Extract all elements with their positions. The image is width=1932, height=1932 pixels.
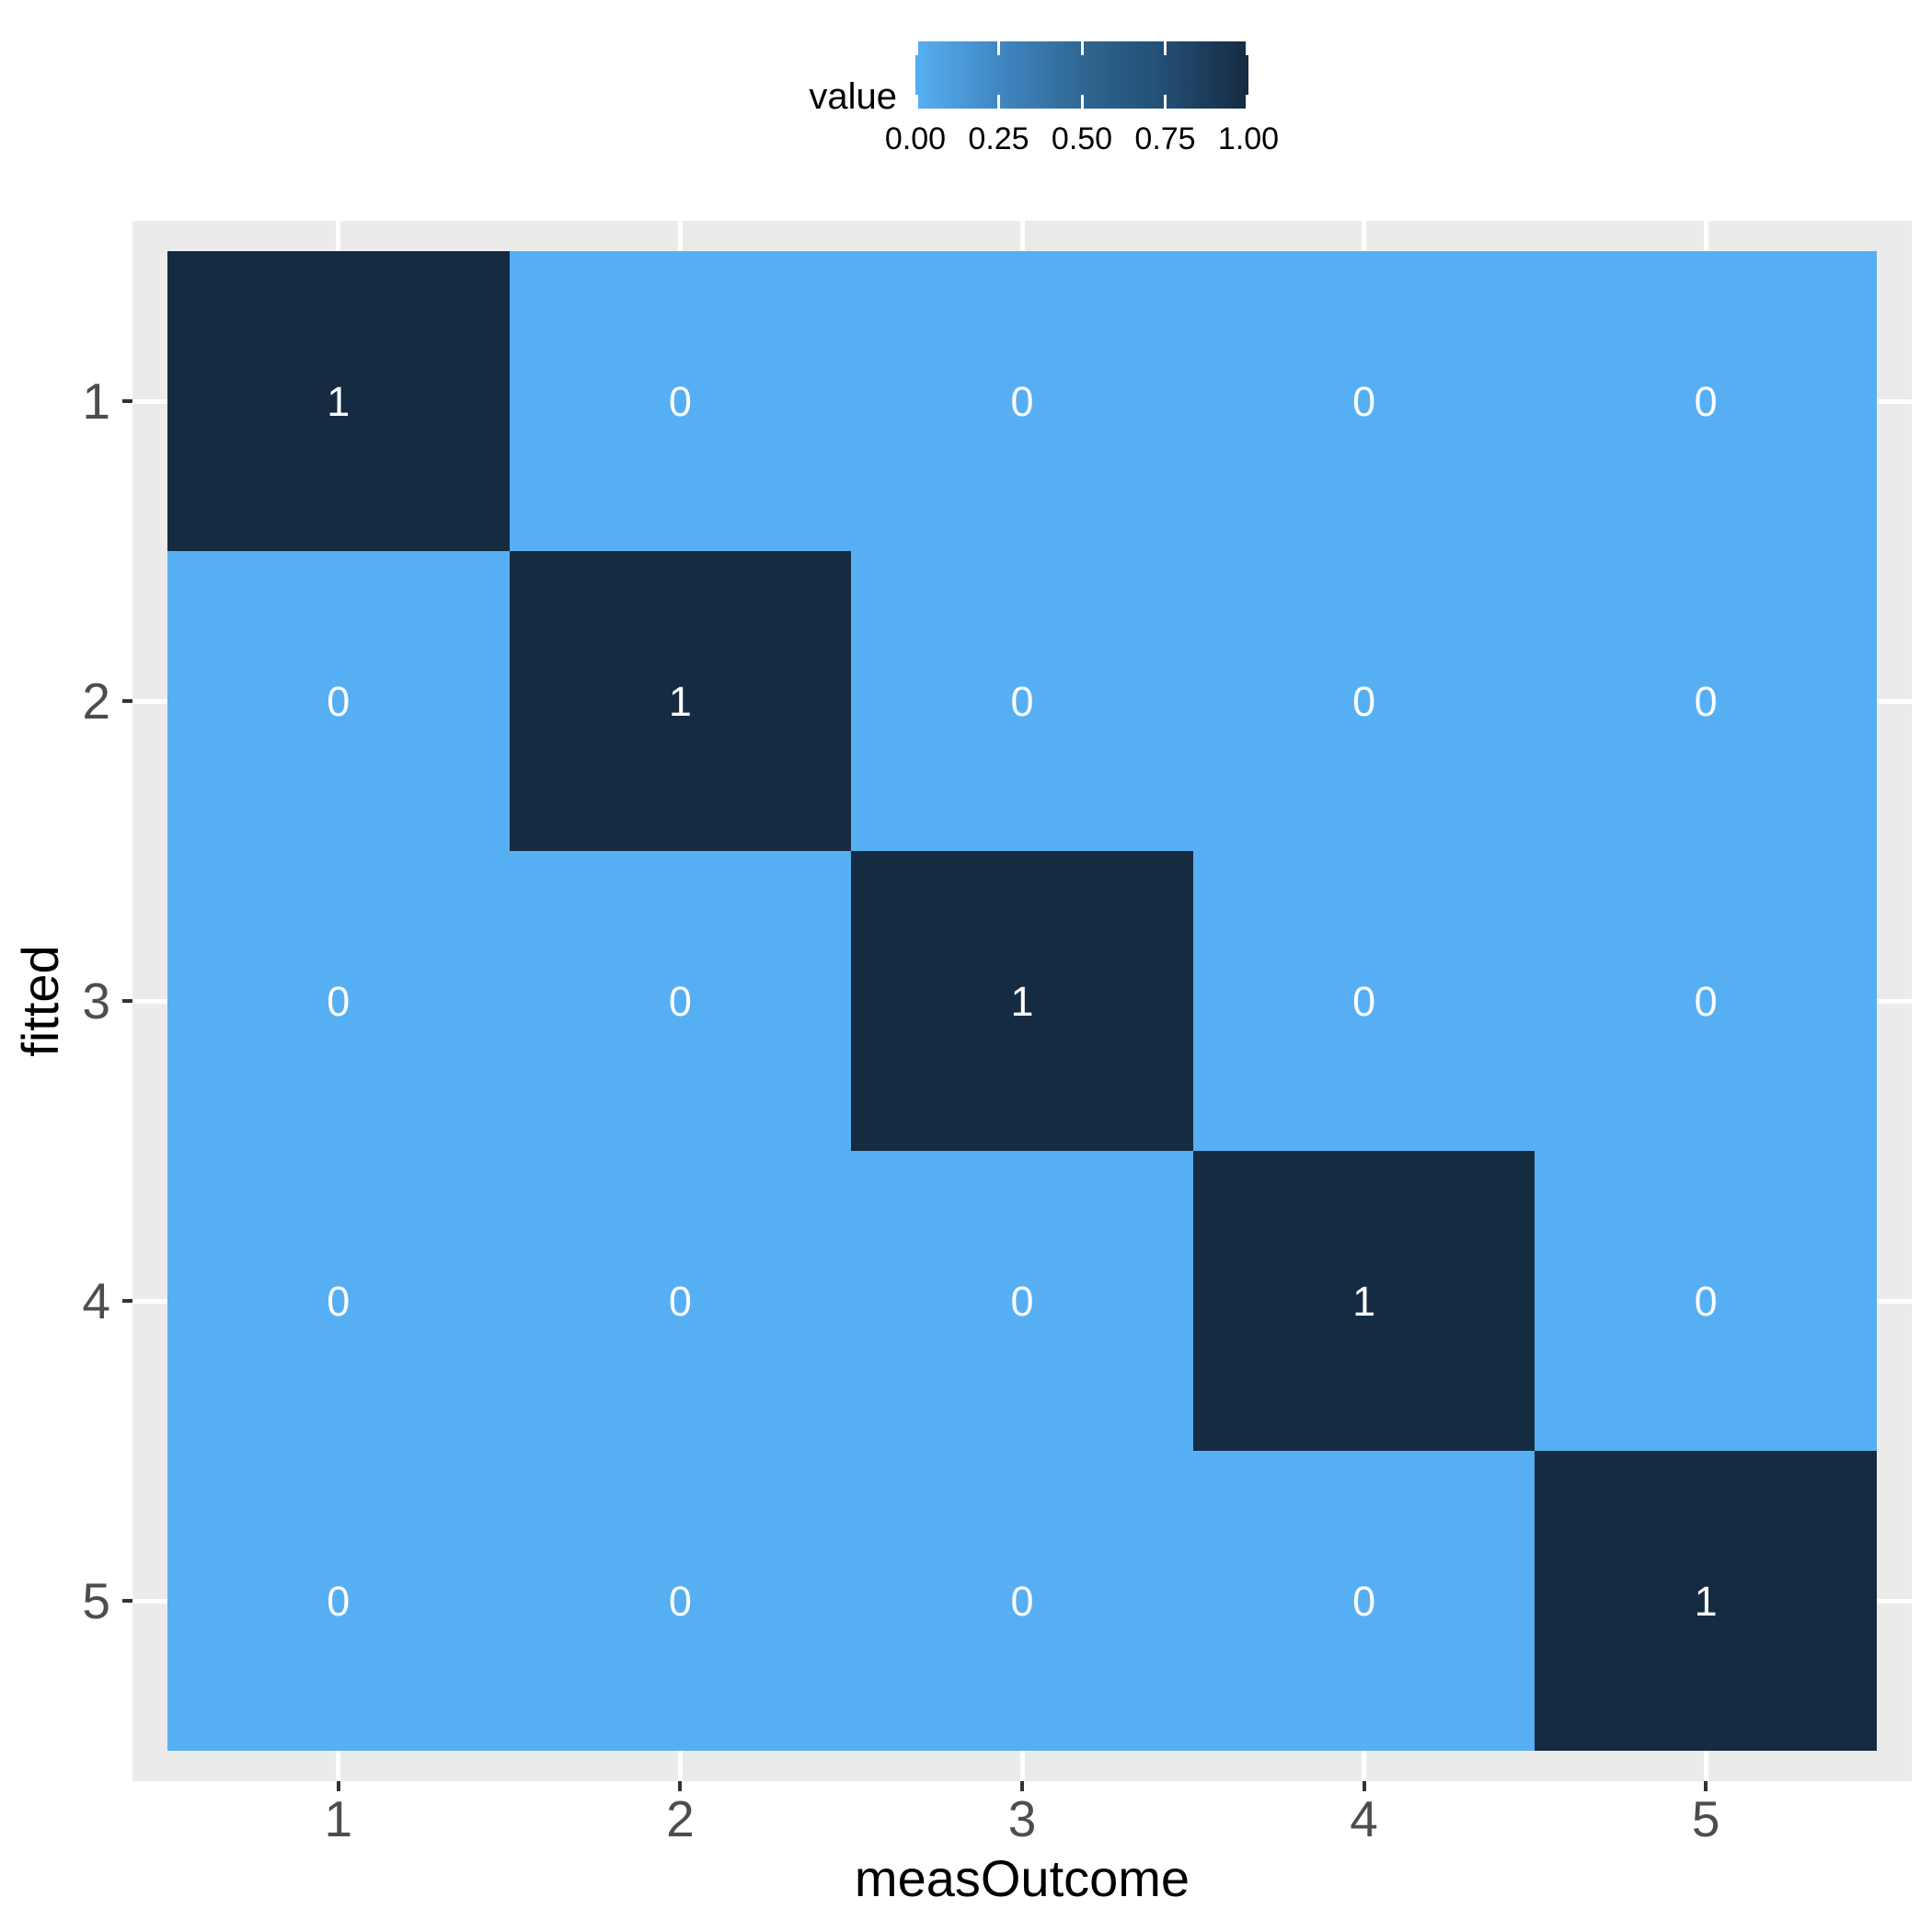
heatmap-cell-r5-c1: 0 [167, 1451, 510, 1751]
heatmap-cell-r3-c3: 1 [851, 851, 1193, 1151]
cell-value-label: 0 [1010, 1277, 1034, 1325]
cell-value-label: 0 [1694, 677, 1718, 725]
heatmap-cell-r4-c1: 0 [167, 1151, 510, 1451]
cell-value-label: 0 [1694, 1277, 1718, 1325]
heatmap-cell-r3-c2: 0 [509, 851, 852, 1151]
cell-value-label: 1 [327, 377, 351, 425]
y-tick-mark [122, 399, 132, 403]
plot-panel: 1 0 0 0 0 0 1 0 0 0 0 0 1 0 0 0 0 0 1 0 0 0 0 0 1 [132, 221, 1912, 1781]
cell-value-label: 0 [1010, 677, 1034, 725]
legend-colorbar-tick [915, 41, 918, 55]
legend-colorbar-tick [915, 95, 918, 109]
heatmap-cell-r4-c4: 1 [1192, 1151, 1535, 1451]
heatmap-cell-r5-c4: 0 [1192, 1451, 1535, 1751]
heatmap-cell-r2-c4: 0 [1192, 551, 1535, 851]
cell-value-label: 1 [1694, 1577, 1718, 1625]
cell-value-label: 0 [668, 1277, 692, 1325]
x-tick-mark [1020, 1781, 1024, 1791]
x-axis-title: measOutcome [854, 1849, 1190, 1907]
x-tick-label: 2 [666, 1790, 695, 1847]
legend-colorbar-tick [1164, 41, 1167, 55]
heatmap-cell-r5-c2: 0 [509, 1451, 852, 1751]
y-tick-mark [122, 1299, 132, 1303]
cell-value-label: 0 [668, 977, 692, 1025]
legend-tick-label: 1.00 [1217, 121, 1280, 156]
legend-tick-label: 0.00 [884, 121, 947, 156]
heatmap-cell-r5-c5: 1 [1535, 1451, 1877, 1751]
legend-colorbar-tick [1246, 95, 1248, 109]
x-tick-label: 5 [1691, 1790, 1720, 1847]
y-tick-label: 2 [82, 673, 110, 730]
heatmap-cell-r4-c5: 0 [1535, 1151, 1877, 1451]
cell-value-label: 0 [1352, 1577, 1376, 1625]
heatmap-cell-r2-c5: 0 [1535, 551, 1877, 851]
heatmap-cell-r1-c3: 0 [851, 251, 1193, 551]
cell-value-label: 1 [1010, 977, 1034, 1025]
x-tick-mark [1704, 1781, 1708, 1791]
legend-colorbar-tick [1246, 41, 1248, 55]
x-tick-label: 4 [1350, 1790, 1378, 1847]
cell-value-label: 0 [1352, 677, 1376, 725]
y-tick-label: 4 [82, 1272, 110, 1329]
heatmap-cell-r1-c2: 0 [509, 251, 852, 551]
heatmap-cell-r1-c1: 1 [167, 251, 510, 551]
heatmap-cell-r3-c1: 0 [167, 851, 510, 1151]
y-tick-label: 5 [82, 1572, 110, 1629]
heatmap-cell-r1-c4: 0 [1192, 251, 1535, 551]
y-tick-mark [122, 699, 132, 703]
heatmap-cell-r2-c2: 1 [509, 551, 852, 851]
cell-value-label: 0 [327, 1577, 351, 1625]
legend-tick-label: 0.75 [1134, 121, 1196, 156]
x-tick-mark [1362, 1781, 1366, 1791]
legend-tick-label: 0.25 [968, 121, 1029, 156]
legend-title: value [809, 76, 897, 117]
cell-value-label: 0 [1352, 977, 1376, 1025]
x-tick-label: 1 [324, 1790, 353, 1847]
cell-value-label: 0 [668, 1577, 692, 1625]
heatmap-cell-r4-c3: 0 [851, 1151, 1193, 1451]
cell-value-label: 0 [1352, 377, 1376, 425]
legend-colorbar-tick [1164, 95, 1167, 109]
heatmap-cell-r2-c1: 0 [167, 551, 510, 851]
legend-tick-label: 0.50 [1051, 121, 1113, 156]
x-tick-label: 3 [1007, 1790, 1037, 1847]
cell-value-label: 0 [1010, 377, 1034, 425]
legend-colorbar-tick [997, 41, 1000, 55]
legend-colorbar [915, 41, 1248, 109]
y-axis-title: fitted [11, 945, 69, 1057]
y-tick-mark [122, 1599, 132, 1603]
legend-colorbar-tick [1080, 41, 1084, 55]
y-tick-label: 3 [82, 972, 110, 1029]
heatmap-cell-r3-c4: 0 [1192, 851, 1535, 1151]
cell-value-label: 0 [1694, 977, 1718, 1025]
legend-colorbar-tick [1080, 95, 1084, 109]
heatmap-cell-r1-c5: 0 [1535, 251, 1877, 551]
cell-value-label: 1 [1352, 1277, 1376, 1325]
cell-value-label: 0 [327, 1277, 351, 1325]
cell-value-label: 0 [1694, 377, 1718, 425]
y-tick-label: 1 [82, 373, 110, 430]
cell-value-label: 0 [1010, 1577, 1034, 1625]
cell-value-label: 1 [668, 677, 692, 725]
y-tick-mark [122, 999, 132, 1003]
cell-value-label: 0 [327, 977, 351, 1025]
x-tick-mark [336, 1781, 340, 1791]
heatmap-cell-r3-c5: 0 [1535, 851, 1877, 1151]
cell-value-label: 0 [327, 677, 351, 725]
legend-colorbar-tick [997, 95, 1000, 109]
heatmap-cell-r5-c3: 0 [851, 1451, 1193, 1751]
heatmap-cell-r4-c2: 0 [509, 1151, 852, 1451]
cell-value-label: 0 [668, 377, 692, 425]
heatmap-cell-r2-c3: 0 [851, 551, 1193, 851]
x-tick-mark [678, 1781, 683, 1791]
